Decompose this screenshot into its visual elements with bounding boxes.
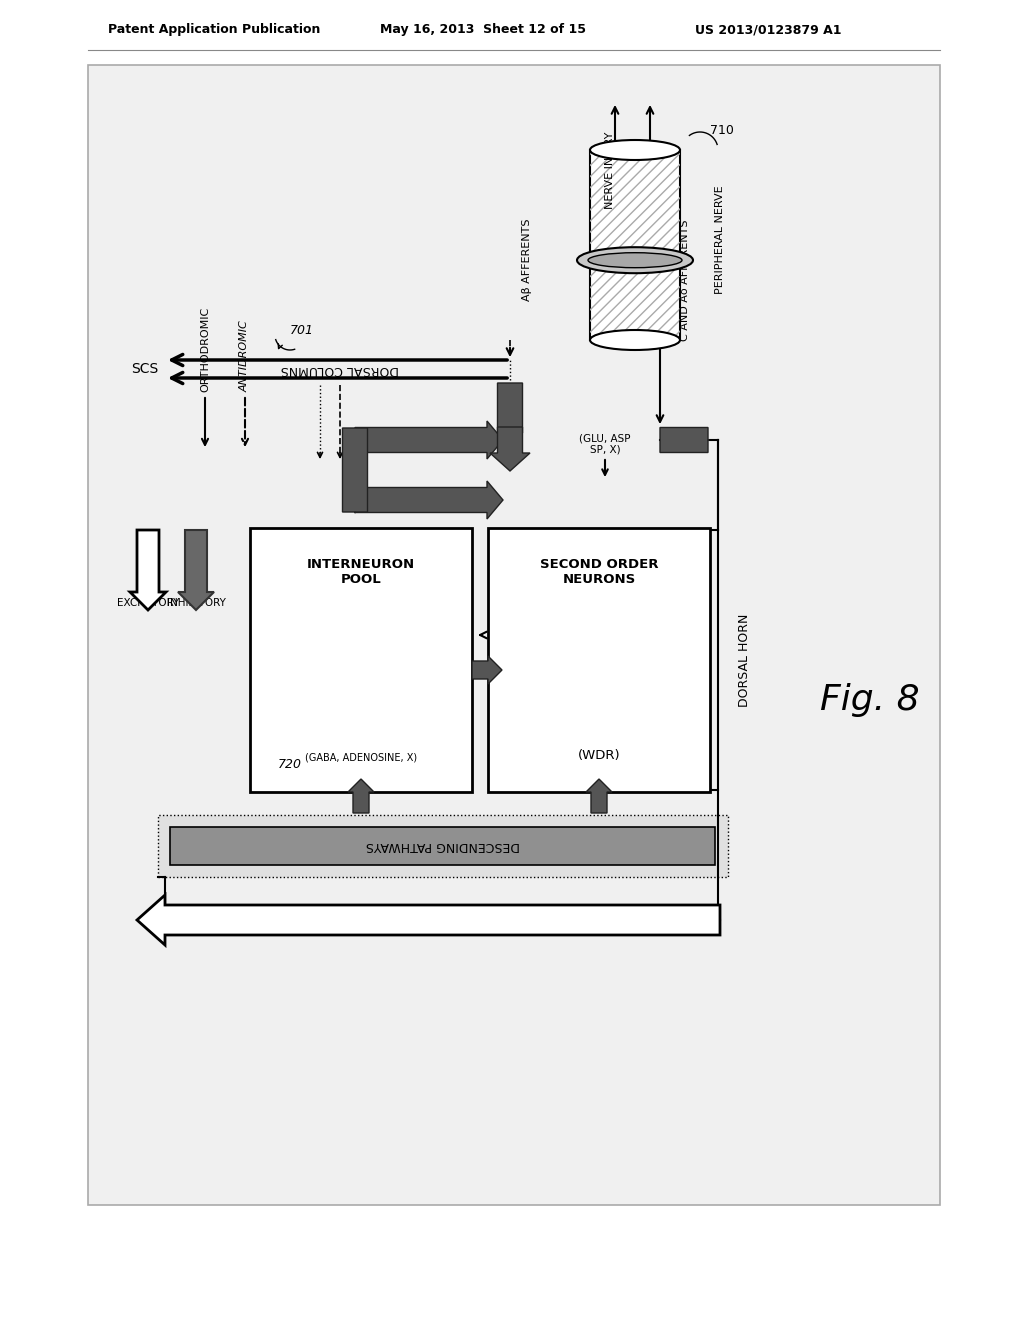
FancyArrow shape bbox=[355, 421, 503, 459]
Text: US 2013/0123879 A1: US 2013/0123879 A1 bbox=[695, 24, 842, 37]
FancyArrow shape bbox=[178, 531, 214, 610]
Text: DORSAL COLUMNS: DORSAL COLUMNS bbox=[281, 363, 399, 375]
Text: (GLU, ASP
SP, X): (GLU, ASP SP, X) bbox=[580, 433, 631, 455]
Text: 701: 701 bbox=[290, 323, 314, 337]
Text: DESCENDING PATHWAYS: DESCENDING PATHWAYS bbox=[366, 840, 519, 853]
FancyArrow shape bbox=[342, 428, 368, 513]
Text: (GABA, ADENOSINE, X): (GABA, ADENOSINE, X) bbox=[305, 752, 417, 762]
Text: SECOND ORDER
NEURONS: SECOND ORDER NEURONS bbox=[540, 558, 658, 586]
FancyBboxPatch shape bbox=[170, 828, 715, 865]
FancyArrow shape bbox=[498, 383, 522, 434]
Text: PERIPHERAL NERVE: PERIPHERAL NERVE bbox=[715, 186, 725, 294]
Text: SCS: SCS bbox=[131, 362, 158, 376]
Text: Aβ AFFERENTS: Aβ AFFERENTS bbox=[522, 219, 532, 301]
FancyBboxPatch shape bbox=[158, 814, 728, 876]
Text: DORSAL HORN: DORSAL HORN bbox=[738, 614, 752, 706]
Text: INHIBITORY: INHIBITORY bbox=[167, 598, 225, 609]
Text: Fig. 8: Fig. 8 bbox=[820, 682, 920, 717]
Ellipse shape bbox=[588, 252, 682, 268]
Text: ANTIDROMIC: ANTIDROMIC bbox=[240, 321, 250, 392]
FancyArrow shape bbox=[355, 480, 503, 519]
FancyArrow shape bbox=[130, 531, 166, 610]
Text: (WDR): (WDR) bbox=[578, 748, 621, 762]
Text: 710: 710 bbox=[710, 124, 734, 136]
Text: ORTHODROMIC: ORTHODROMIC bbox=[200, 306, 210, 392]
FancyBboxPatch shape bbox=[590, 150, 680, 341]
Text: C AND Aδ AFFERENTS: C AND Aδ AFFERENTS bbox=[680, 219, 690, 341]
FancyArrow shape bbox=[586, 779, 612, 813]
Text: NERVE INJURY: NERVE INJURY bbox=[605, 131, 615, 209]
FancyBboxPatch shape bbox=[88, 65, 940, 1205]
Ellipse shape bbox=[590, 140, 680, 160]
Ellipse shape bbox=[577, 247, 693, 273]
FancyArrow shape bbox=[472, 656, 502, 684]
Text: INTERNEURON
POOL: INTERNEURON POOL bbox=[307, 558, 415, 586]
Text: May 16, 2013  Sheet 12 of 15: May 16, 2013 Sheet 12 of 15 bbox=[380, 24, 586, 37]
Text: Patent Application Publication: Patent Application Publication bbox=[108, 24, 321, 37]
FancyArrow shape bbox=[660, 428, 709, 453]
FancyBboxPatch shape bbox=[250, 528, 472, 792]
Ellipse shape bbox=[590, 330, 680, 350]
FancyArrow shape bbox=[490, 426, 530, 471]
Text: EXCITATORY: EXCITATORY bbox=[117, 598, 179, 609]
Text: SPINOTHALAMIC TRACT: SPINOTHALAMIC TRACT bbox=[389, 913, 537, 927]
FancyArrow shape bbox=[137, 895, 720, 945]
FancyArrow shape bbox=[348, 779, 374, 813]
Text: 720: 720 bbox=[278, 758, 302, 771]
FancyBboxPatch shape bbox=[488, 528, 710, 792]
